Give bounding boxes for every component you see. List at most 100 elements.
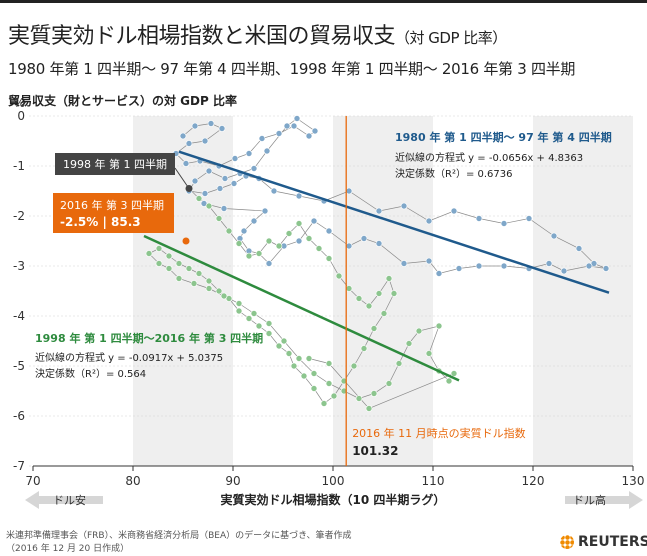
- series-1980-97-point: [455, 265, 463, 272]
- y-tick-label: -6: [13, 409, 25, 423]
- series-1998-2016-point: [195, 195, 203, 202]
- series-1980-97-point: [345, 242, 353, 250]
- series-1980-97-point: [275, 130, 283, 137]
- reuters-dots-icon: [560, 535, 574, 549]
- series-1998-2016-point: [220, 292, 228, 300]
- y-tick-label: -7: [13, 459, 25, 473]
- callout-1998-label: 1998 年 第 1 四半期: [63, 157, 167, 171]
- series-1998-2016-point: [265, 330, 273, 337]
- callout-1998-box: [55, 153, 175, 175]
- callout-1998-point: [185, 185, 193, 192]
- series-1998-2016-point: [295, 220, 303, 227]
- series-1998-2016-point: [360, 345, 368, 352]
- reference-line-value: 101.32: [352, 444, 398, 458]
- chart-subtitle: 1980 年第 1 四半期〜 97 年第 4 四半期、1998 年第 1 四半期…: [8, 60, 576, 78]
- series-1998-2016-point: [235, 240, 243, 247]
- series-1998-2016-point: [155, 260, 163, 267]
- x-axis-title: 実質実効ドル相場指数（10 四半期ラグ）: [221, 492, 446, 507]
- series-1998-2016-point: [145, 250, 153, 257]
- series-1980-97-point: [435, 270, 443, 277]
- series-1998-2016-point: [285, 230, 293, 237]
- series-1998-2016-point: [365, 302, 373, 310]
- series-1980-97-point: [216, 185, 224, 192]
- series-1980-97-fit-equation: 近似線の方程式 y = -0.0656x + 4.8363: [395, 151, 583, 164]
- series-1980-97-point: [270, 187, 278, 195]
- x-tick-label: 120: [522, 474, 545, 488]
- series-1998-2016-point: [350, 362, 358, 370]
- series-1998-2016-point: [205, 285, 213, 292]
- series-1998-2016-point: [235, 307, 243, 315]
- series-1998-2016-point: [255, 322, 263, 330]
- y-tick-label: -4: [13, 309, 25, 323]
- series-1998-2016-point: [310, 370, 318, 377]
- series-1980-97-point: [218, 125, 226, 132]
- series-1980-97-point: [550, 232, 558, 240]
- y-tick-label: -3: [13, 259, 25, 273]
- series-1998-2016-point: [285, 350, 293, 357]
- series-1980-97-point: [201, 137, 209, 145]
- series-1980-97-label: 1980 年 第 1 四半期〜 97 年 第 4 四半期: [395, 130, 612, 144]
- x-tick-label: 110: [422, 474, 445, 488]
- reuters-logo-text: REUTERS: [578, 534, 647, 550]
- series-1998-2016-point: [245, 252, 253, 260]
- series-1998-2016-point: [385, 275, 393, 282]
- x-tick-label: 100: [322, 474, 345, 488]
- series-1980-97-point: [191, 177, 199, 185]
- series-1998-2016-point: [380, 310, 388, 317]
- series-1980-97-point: [221, 175, 229, 182]
- series-1980-97-point: [311, 127, 319, 135]
- series-1998-2016-point: [280, 337, 288, 345]
- series-1998-2016-point: [425, 350, 433, 357]
- series-1980-97-point: [345, 187, 353, 195]
- series-1998-2016-point: [215, 215, 223, 222]
- series-1998-2016-point: [175, 260, 183, 267]
- series-1998-2016-point: [395, 360, 403, 367]
- series-1998-2016-fit-equation: 近似線の方程式 y = -0.0917x + 5.0375: [35, 351, 223, 364]
- series-1998-2016-point: [290, 362, 298, 370]
- series-1980-97-point: [500, 262, 508, 270]
- series-1980-97-point: [375, 240, 383, 247]
- series-1980-97-point: [295, 192, 303, 200]
- right-arrow-icon: [565, 491, 643, 509]
- series-1980-97-point: [325, 227, 333, 235]
- chart-title-suffix: （対 GDP 比率）: [395, 29, 507, 47]
- series-1980-97-r2: 決定係数（R²）= 0.6736: [395, 167, 513, 180]
- series-1998-2016-point: [215, 287, 223, 295]
- series-1998-2016-point: [305, 235, 313, 242]
- shaded-band: [533, 116, 633, 466]
- series-1980-97-point: [261, 207, 269, 215]
- y-tick-label: 0: [17, 109, 25, 123]
- series-1998-2016-point: [275, 242, 283, 250]
- series-1980-97-point: [185, 140, 193, 147]
- series-1998-2016-point: [445, 377, 453, 385]
- series-1980-97-point: [201, 190, 209, 197]
- series-1980-97-point: [545, 260, 553, 267]
- y-tick-label: -5: [13, 359, 25, 373]
- series-1980-97-point: [283, 122, 291, 130]
- left-arrow-label: ドル安: [53, 493, 86, 507]
- callout-2016-label: 2016 年 第 3 四半期: [60, 198, 164, 212]
- series-1998-2016-point: [340, 387, 348, 395]
- y-unit-label: %: [14, 96, 25, 110]
- series-1998-2016-point: [315, 245, 323, 252]
- x-tick-label: 130: [622, 474, 645, 488]
- callout-2016-value: -2.5% | 85.3: [60, 215, 141, 229]
- series-1980-97-point: [220, 205, 228, 212]
- callout-1998-leader: [174, 167, 190, 189]
- series-1998-2016-point: [355, 395, 363, 402]
- series-1998-2016-point: [265, 237, 273, 245]
- series-1980-97-point: [295, 237, 303, 245]
- series-1998-2016-point: [185, 265, 193, 272]
- series-1998-2016-point: [370, 325, 378, 332]
- series-1980-97-point: [265, 260, 273, 267]
- series-1998-2016-point: [340, 377, 348, 385]
- chart-title-main: 実質実効ドル相場指数と米国の貿易収支: [8, 24, 396, 49]
- reference-line-label: 2016 年 11 月時点の実質ドル指数: [352, 426, 525, 440]
- source-text: 米連邦準備理事会（FRB）、米商務省経済分析局（BEA）のデータに基づき、筆者作…: [6, 531, 352, 541]
- series-1980-97-point: [191, 122, 199, 130]
- y-axis-title: 貿易収支（財とサービス）の対 GDP 比率: [8, 94, 237, 108]
- series-1998-2016-point: [165, 265, 173, 272]
- series-1998-2016-point: [320, 400, 328, 407]
- series-1998-2016-point: [300, 372, 308, 380]
- series-1998-2016-point: [390, 290, 398, 297]
